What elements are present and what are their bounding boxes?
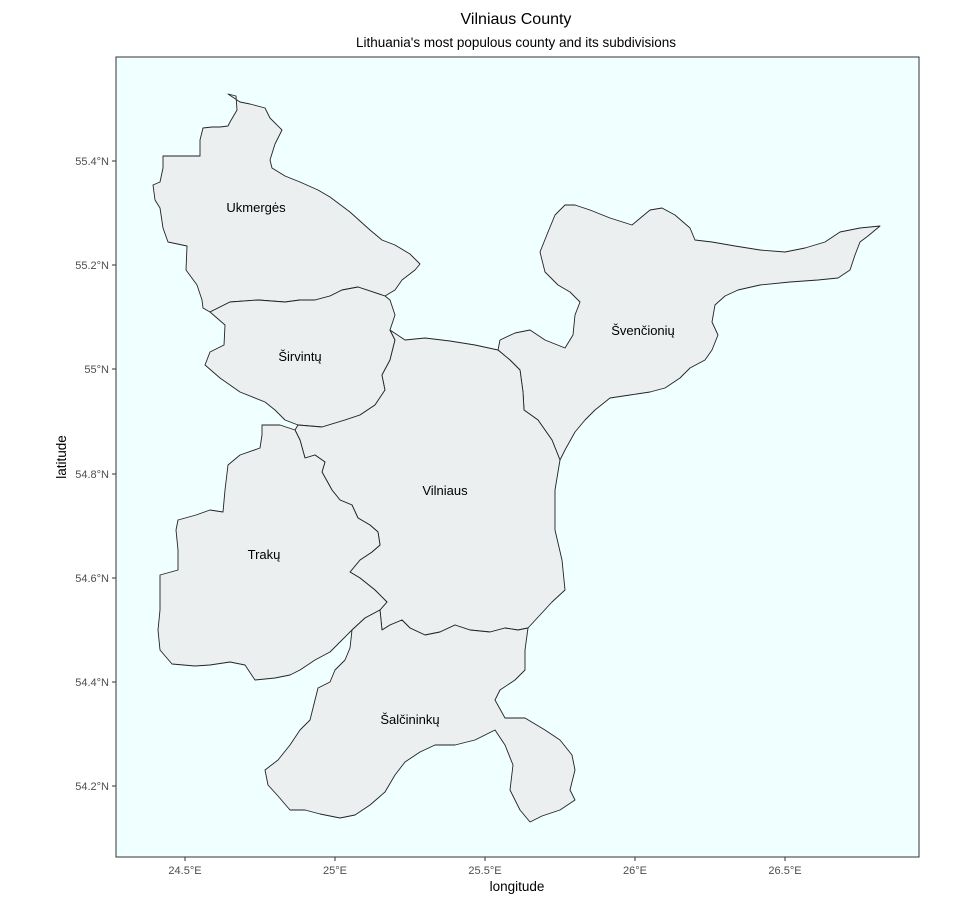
region-salcininku [264, 609, 576, 823]
map-subtitle: Lithuania's most populous county and its… [356, 35, 676, 50]
region-label-ukmerges: Ukmergės [226, 200, 286, 215]
y-tick-label: 55.4°N [75, 156, 109, 168]
region-svencioniu [497, 204, 881, 461]
x-tick-label: 26°E [623, 865, 647, 877]
x-tick-labels: 24.5°E 25°E 25.5°E 26°E 26.5°E [168, 865, 801, 877]
y-axis-title: latitude [54, 435, 69, 479]
region-label-traku: Trakų [248, 547, 281, 562]
y-tick-label: 54.8°N [75, 469, 109, 481]
y-tick-label: 55.2°N [75, 260, 109, 272]
y-axis [112, 160, 116, 787]
region-polygons [152, 93, 881, 823]
map-title: Vilniaus County [461, 11, 572, 28]
y-tick-label: 54.4°N [75, 677, 109, 689]
y-tick-labels: 55.4°N 55.2°N 55°N 54.8°N 54.6°N 54.4°N … [75, 156, 109, 793]
x-tick-label: 26.5°E [768, 865, 801, 877]
x-tick-label: 24.5°E [168, 865, 201, 877]
region-label-sirvintu: Širvintų [278, 349, 321, 364]
region-label-svencioniu: Švenčionių [611, 323, 675, 338]
y-tick-label: 54.2°N [75, 781, 109, 793]
region-traku [157, 424, 388, 681]
x-tick-label: 25.5°E [468, 865, 501, 877]
y-tick-label: 54.6°N [75, 573, 109, 585]
x-axis [184, 857, 786, 861]
x-axis-title: longitude [490, 879, 545, 894]
region-labels: Ukmergės Širvintų Švenčionių Vilniaus Tr… [226, 200, 674, 727]
x-tick-label: 25°E [323, 865, 347, 877]
y-tick-label: 55°N [84, 364, 109, 376]
region-label-salcininku: Šalčininkų [380, 712, 439, 727]
region-label-vilniaus: Vilniaus [422, 483, 468, 498]
